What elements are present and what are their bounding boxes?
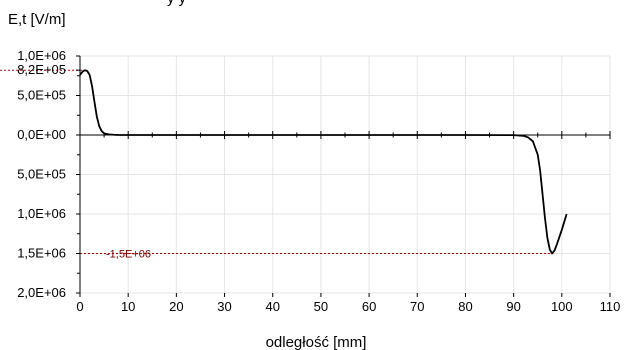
y-tick-label: 1,0E+06 <box>17 48 66 63</box>
y-tick-label: 5,0E+05 <box>17 88 66 103</box>
y-tick-label: 1,5E+06 <box>17 246 66 261</box>
x-tick-label: 80 <box>458 299 472 314</box>
x-tick-label: 60 <box>362 299 376 314</box>
y-tick-label: 0,0E+00 <box>17 127 66 142</box>
x-tick-label: 100 <box>551 299 573 314</box>
y-tick-label: 2,0E+06 <box>17 285 66 300</box>
series-line <box>79 69 568 255</box>
x-tick-label: 90 <box>506 299 520 314</box>
y-axis-title: E,t [V/m] <box>8 11 66 28</box>
y-tick-label: 8,2E+05 <box>17 62 66 77</box>
annotation-label: -1,5E+06 <box>106 249 151 261</box>
reference-lines <box>0 69 553 254</box>
x-tick-label: 50 <box>314 299 328 314</box>
x-tick-label: 0 <box>76 299 83 314</box>
grid <box>79 55 611 294</box>
y-tick-label: 1,0E+06 <box>17 206 66 221</box>
x-axis-title: odległość [mm] <box>266 334 367 350</box>
chart-title-partial: y y <box>167 0 187 7</box>
tick-labels: 0 10 20 30 40 50 60 70 80 90 100 1101,0E+068,2E+055… <box>17 48 620 314</box>
x-tick-label: 70 <box>410 299 424 314</box>
x-tick-label: 110 <box>600 299 621 314</box>
axes <box>76 55 611 297</box>
y-tick-label: 5,0E+05 <box>17 167 66 182</box>
x-tick-label: 10 <box>121 299 135 314</box>
x-tick-label: 30 <box>217 299 231 314</box>
x-tick-label: 20 <box>169 299 183 314</box>
series-group <box>79 69 568 255</box>
x-tick-label: 40 <box>265 299 279 314</box>
